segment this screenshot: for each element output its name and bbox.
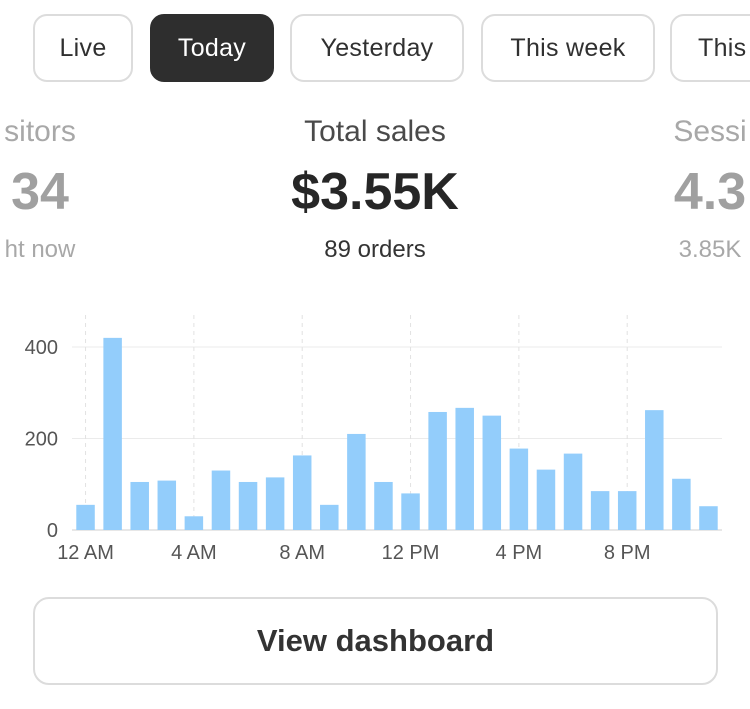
metric-sessions-value: 4.3	[673, 163, 747, 221]
bar-8-am	[292, 455, 312, 530]
bar-2-am	[130, 481, 149, 530]
bar-10-pm	[672, 478, 691, 530]
tab-yesterday[interactable]: Yesterday	[290, 14, 464, 82]
tab-this-month[interactable]: This	[670, 14, 750, 82]
metric-visitors[interactable]: sitors 34 ht now	[0, 110, 190, 270]
metric-sessions[interactable]: Sessi 4.3 3.85K	[560, 110, 750, 270]
date-range-tabs: Live Today Yesterday This week This	[0, 0, 750, 100]
bar-11-pm	[699, 506, 718, 530]
metric-total-sales[interactable]: Total sales $3.55K 89 orders	[225, 110, 525, 270]
x-tick-label: 12 PM	[382, 542, 440, 564]
tab-today[interactable]: Today	[150, 14, 274, 82]
bar-4-pm	[509, 448, 529, 530]
bar-11-am	[374, 481, 393, 530]
bar-10-am	[347, 433, 366, 530]
bar-3-am	[157, 480, 177, 530]
bar-9-am	[320, 504, 339, 530]
tab-this-week[interactable]: This week	[481, 14, 655, 82]
x-tick-label: 4 AM	[171, 542, 217, 564]
x-tick-label: 12 AM	[57, 542, 114, 564]
bar-3-pm	[482, 415, 502, 530]
metric-sessions-label: Sessi	[673, 115, 747, 148]
view-dashboard-button[interactable]: View dashboard	[33, 597, 718, 685]
bar-6-pm	[563, 453, 583, 530]
x-tick-label: 8 PM	[604, 542, 651, 564]
x-tick-label: 8 AM	[279, 542, 325, 564]
bar-12-pm	[401, 493, 420, 530]
bar-1-pm	[428, 411, 447, 530]
y-tick-label: 0	[47, 520, 58, 542]
metric-sessions-sub: 3.85K	[678, 236, 742, 263]
bar-9-pm	[645, 410, 664, 530]
metric-visitors-value: 34	[11, 163, 69, 221]
metric-total-sales-label: Total sales	[304, 115, 446, 148]
bar-2-pm	[455, 407, 474, 530]
metric-total-sales-sub: 89 orders	[324, 236, 426, 263]
bar-6-am	[238, 481, 258, 530]
bar-7-am	[265, 477, 285, 530]
metric-visitors-label: sitors	[4, 115, 76, 148]
metrics-carousel: sitors 34 ht now Total sales $3.55K 89 o…	[0, 110, 750, 280]
bar-7-pm	[590, 491, 610, 530]
bar-4-am	[184, 516, 204, 530]
hourly-sales-chart: 0 200 400 12 AM 4 AM 8 AM 12 PM 4 PM 8 PM	[25, 315, 722, 564]
bar-12-am	[76, 504, 95, 530]
bar-5-pm	[536, 469, 556, 530]
bar-5-am	[211, 470, 231, 530]
tab-live[interactable]: Live	[33, 14, 133, 82]
x-tick-label: 4 PM	[496, 542, 543, 564]
bar-1-am	[103, 337, 122, 530]
y-tick-label: 200	[25, 429, 58, 451]
bar-8-pm	[617, 491, 637, 530]
metric-visitors-sub: ht now	[4, 236, 76, 263]
metric-total-sales-value: $3.55K	[291, 163, 459, 221]
y-tick-label: 400	[25, 337, 58, 359]
